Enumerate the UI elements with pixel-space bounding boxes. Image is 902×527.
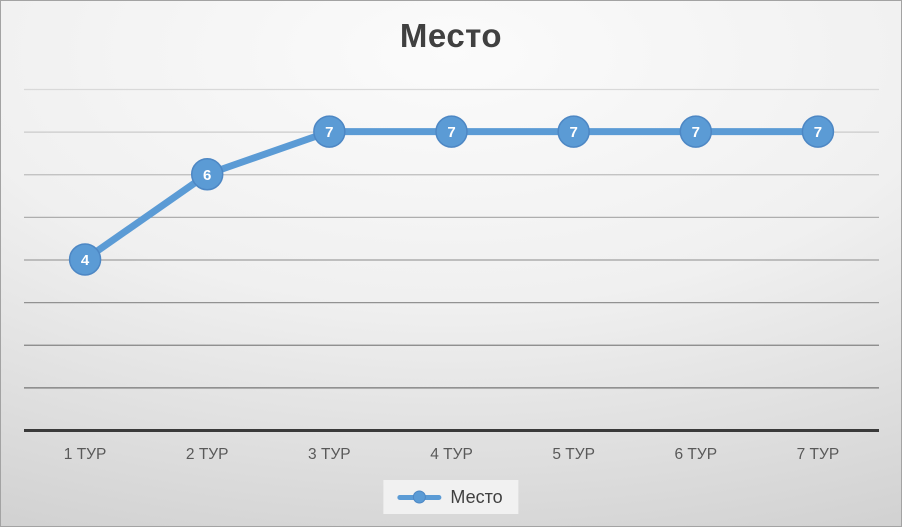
chart-title[interactable]: Место (399, 17, 503, 54)
x-tick-label: 2 ТУР (186, 446, 229, 463)
data-label: 6 (203, 167, 211, 184)
x-tick-label: 4 ТУР (430, 446, 473, 463)
data-label: 4 (81, 252, 90, 269)
x-tick-label: 6 ТУР (674, 446, 717, 463)
data-point-marker[interactable] (435, 115, 468, 148)
data-label: 7 (692, 124, 700, 141)
x-tick-label: 5 ТУР (552, 446, 595, 463)
data-point-marker[interactable] (313, 115, 346, 148)
legend-marker-dot-icon (412, 490, 426, 504)
series-line (81, 128, 822, 263)
data-label: 7 (325, 124, 333, 141)
legend[interactable]: Место (383, 480, 519, 514)
data-point-marker[interactable] (801, 115, 835, 148)
data-point-marker[interactable] (557, 115, 590, 148)
x-tick-label: 7 ТУР (797, 446, 840, 463)
data-point-marker[interactable] (679, 115, 713, 148)
legend-line-marker-icon (397, 490, 442, 504)
data-label: 7 (814, 124, 822, 141)
data-point-marker[interactable] (68, 243, 102, 276)
data-label: 7 (569, 124, 577, 141)
legend-series-label: Место (450, 486, 503, 507)
data-label: 7 (447, 124, 455, 141)
x-tick-label: 3 ТУР (308, 446, 351, 463)
data-point-marker[interactable] (190, 158, 224, 191)
x-tick-label: 1 ТУР (64, 446, 107, 463)
